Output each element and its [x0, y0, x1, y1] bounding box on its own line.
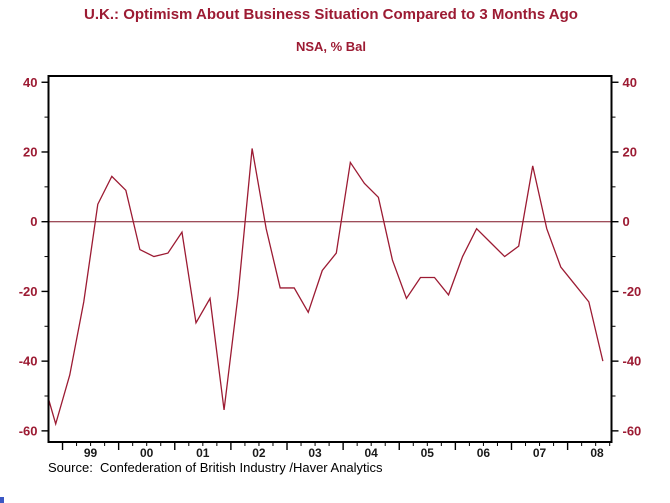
plot-frame	[47, 75, 613, 443]
y-axis-label-right: -20	[623, 284, 642, 299]
y-axis-label-right: 0	[623, 214, 630, 229]
y-axis-label-right: 40	[623, 75, 637, 90]
y-axis-label-right: 20	[623, 144, 637, 159]
x-axis-year-label: 06	[477, 446, 491, 460]
chart-subtitle: NSA, % Bal	[296, 39, 366, 54]
x-axis-year-label: 07	[533, 446, 547, 460]
y-axis-label-right: -40	[623, 354, 642, 369]
x-axis-year-label: 04	[364, 446, 378, 460]
x-axis-year-label: 02	[252, 446, 266, 460]
source-note: Source: Confederation of British Industr…	[48, 460, 383, 475]
x-axis-year-label: 99	[84, 446, 98, 460]
x-axis-year-label: 08	[590, 446, 604, 460]
y-axis-label-left: 40	[23, 75, 37, 90]
y-axis-label-left: 20	[23, 144, 37, 159]
y-axis-label-left: 0	[30, 214, 37, 229]
x-axis-year-label: 03	[308, 446, 322, 460]
x-axis-year-label: 00	[140, 446, 154, 460]
y-axis-label-left: -40	[19, 354, 38, 369]
x-axis-year-label: 01	[196, 446, 210, 460]
screen-corner-artifact	[0, 497, 4, 503]
y-axis-label-right: -60	[623, 423, 642, 438]
x-axis-year-label: 05	[421, 446, 435, 460]
chart-title: U.K.: Optimism About Business Situation …	[84, 6, 578, 23]
y-axis-label-left: -20	[19, 284, 38, 299]
y-axis-label-left: -60	[19, 423, 38, 438]
data-line	[48, 148, 604, 427]
